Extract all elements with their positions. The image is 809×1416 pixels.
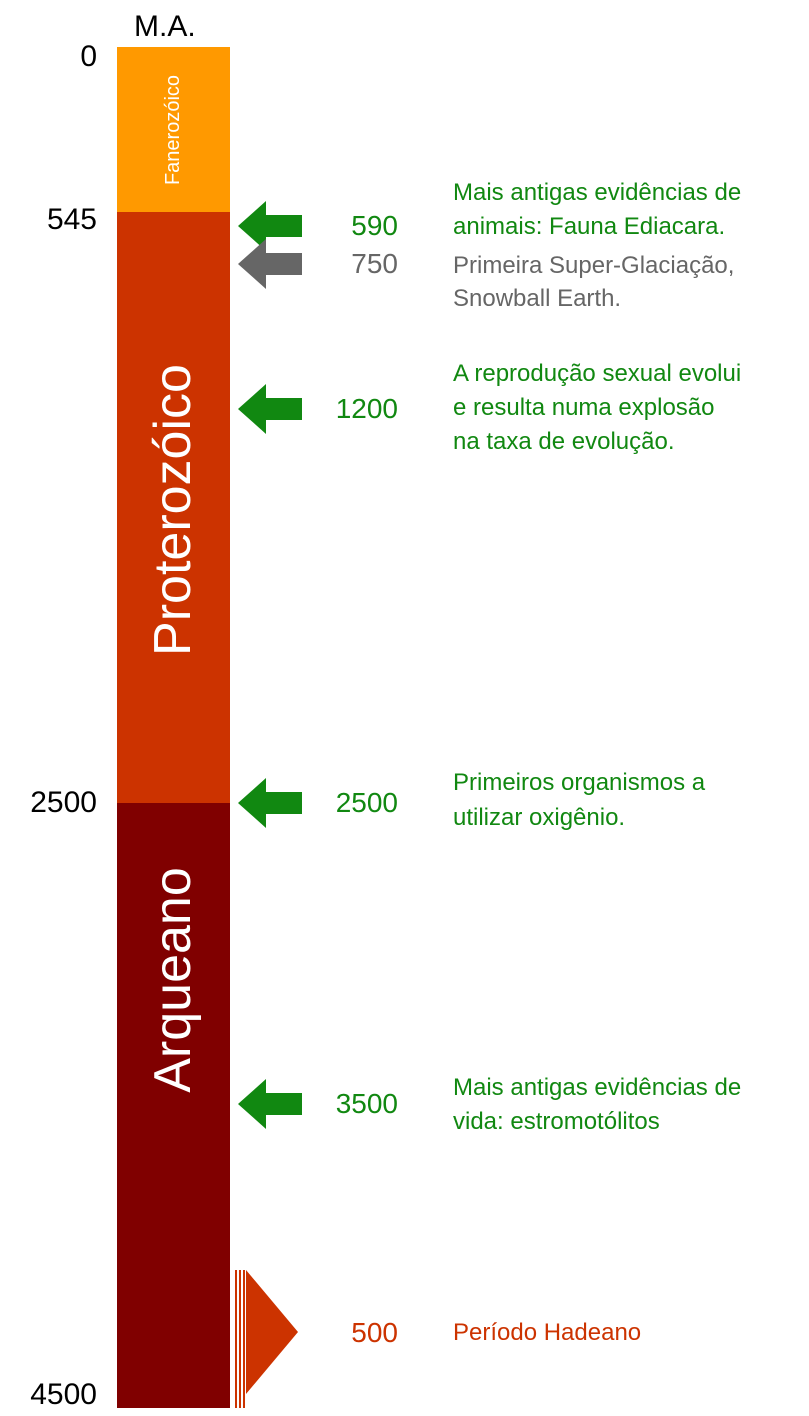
boundary-label: 2500 xyxy=(30,786,97,819)
event-text: vida: estromotólitos xyxy=(453,1108,660,1135)
eon-label: Proterozóico xyxy=(144,364,202,656)
event-text: Período Hadeano xyxy=(453,1319,642,1346)
event-text: e resulta numa explosão xyxy=(453,394,715,421)
event-text: utilizar oxigênio. xyxy=(453,804,626,831)
event-age: 1200 xyxy=(335,393,398,424)
event-age: 2500 xyxy=(335,787,398,818)
event-arrow xyxy=(238,201,302,251)
event-text: A reprodução sexual evolui xyxy=(453,360,742,387)
event-text: na taxa de evolução. xyxy=(453,428,675,455)
unit-label: M.A. xyxy=(134,10,196,43)
event-age: 750 xyxy=(351,248,398,279)
event-arrow xyxy=(238,239,302,289)
event-text: Snowball Earth. xyxy=(453,285,622,312)
event-text: animais: Fauna Ediacara. xyxy=(453,213,726,240)
event-text: Primeiros organismos a xyxy=(453,769,706,796)
eon-label: Arqueano xyxy=(144,867,202,1093)
event-text: Primeira Super-Glaciação, xyxy=(453,252,735,279)
event-text: Mais antigas evidências de xyxy=(453,179,742,206)
proterozoico-band xyxy=(117,212,230,803)
event-age: 3500 xyxy=(335,1088,398,1119)
boundary-label: 4500 xyxy=(30,1378,97,1411)
arqueano-band xyxy=(117,803,230,1408)
eon-label: Fanerozóico xyxy=(162,74,184,186)
boundary-label: 545 xyxy=(46,203,97,236)
event-age: 500 xyxy=(351,1317,398,1348)
event-arrow xyxy=(238,1079,302,1129)
event-text: Mais antigas evidências de xyxy=(453,1074,742,1101)
boundary-label: 0 xyxy=(80,40,97,73)
event-age: 590 xyxy=(351,210,398,241)
fanerozoico-band xyxy=(117,47,230,212)
hadeano-marker xyxy=(235,1270,298,1408)
event-arrow xyxy=(238,778,302,828)
event-arrow xyxy=(238,384,302,434)
